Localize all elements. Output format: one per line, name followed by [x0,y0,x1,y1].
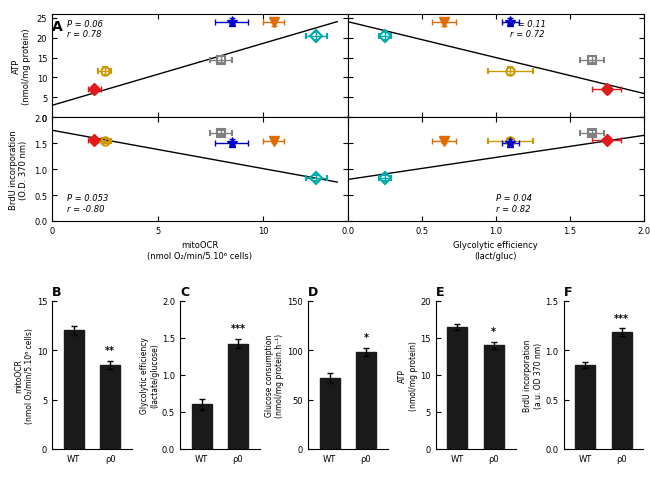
Text: P = 0.11
r = 0.72: P = 0.11 r = 0.72 [510,20,547,39]
Bar [228,344,248,449]
Y-axis label: Glucose consumption
(nmol/mg protein.h⁻¹): Glucose consumption (nmol/mg protein.h⁻¹… [265,333,285,417]
Bar [64,331,84,449]
Text: ***: *** [231,324,246,334]
Bar [612,333,632,449]
Y-axis label: Glycolytic efficiency
(lactate/glucose): Glycolytic efficiency (lactate/glucose) [140,337,159,413]
Text: *: * [363,333,369,343]
Text: **: ** [105,346,115,355]
Text: ***: *** [614,313,629,323]
Bar [484,346,504,449]
Text: P = 0.04
r = 0.82: P = 0.04 r = 0.82 [495,194,532,213]
Text: A: A [52,20,63,34]
Bar [356,352,376,449]
Text: P = 0.053
r = -0.80: P = 0.053 r = -0.80 [67,194,108,213]
Y-axis label: ATP
(nmol/mg protein): ATP (nmol/mg protein) [398,340,417,410]
Y-axis label: ATP
(nmol/mg protein): ATP (nmol/mg protein) [12,28,31,104]
Text: D: D [308,285,318,299]
Text: C: C [180,285,189,299]
Y-axis label: BrdU incorporation
(O.D. 370 nm): BrdU incorporation (O.D. 370 nm) [9,130,29,209]
Bar [447,327,467,449]
Text: E: E [436,285,444,299]
Y-axis label: mitoOCR
(nmol O₂/min/5.10⁶ cells): mitoOCR (nmol O₂/min/5.10⁶ cells) [14,327,34,423]
Bar [192,405,212,449]
Bar [575,365,595,449]
Text: B: B [52,285,62,299]
Bar [100,365,120,449]
Text: P = 0.06
r = 0.78: P = 0.06 r = 0.78 [67,20,103,39]
Y-axis label: BrdU incorporation
(a.u. OD 370 nm): BrdU incorporation (a.u. OD 370 nm) [523,339,543,411]
X-axis label: Glycolytic efficiency
(lact/gluc): Glycolytic efficiency (lact/gluc) [453,241,538,260]
Text: F: F [564,285,572,299]
Text: *: * [491,326,497,336]
X-axis label: mitoOCR
(nmol O₂/min/5.10⁶ cells): mitoOCR (nmol O₂/min/5.10⁶ cells) [148,241,252,260]
Bar [320,378,339,449]
